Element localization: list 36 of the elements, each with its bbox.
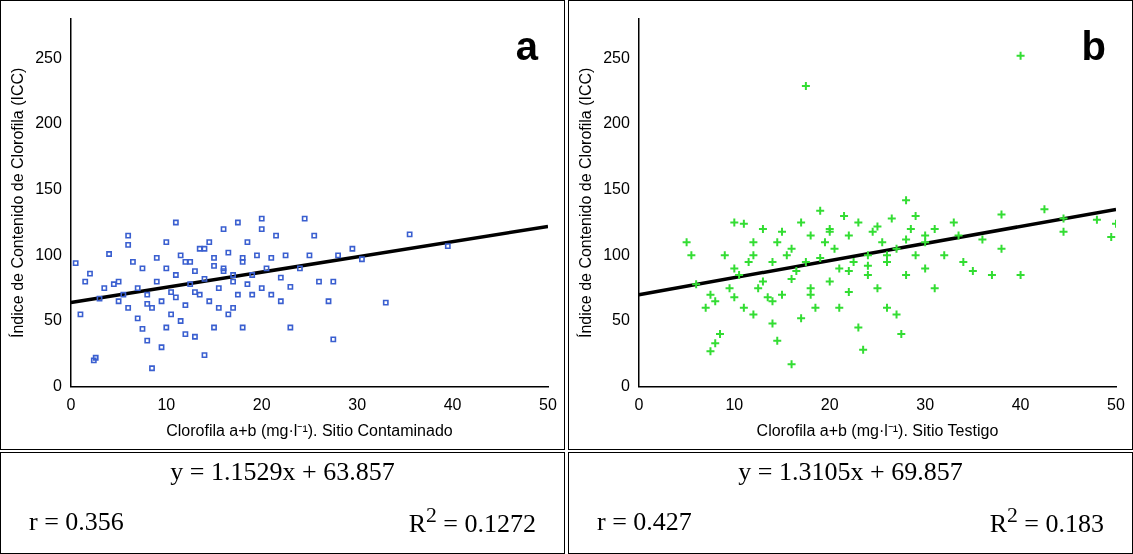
y-tick-label: 100 xyxy=(35,245,62,263)
x-axis-title: Clorofila a+b (mg·l⁻¹). Sitio Contaminado xyxy=(166,421,453,439)
y-tick-label: 50 xyxy=(612,311,630,329)
annotation: b xyxy=(1081,24,1106,69)
text: R$^{2}$ = 0.1272 xyxy=(408,503,536,539)
y-tick-label: 100 xyxy=(603,245,630,263)
y-tick-label: 200 xyxy=(603,114,630,132)
x-tick-label: 30 xyxy=(348,395,367,413)
x-tick-label: 50 xyxy=(539,395,557,413)
y-tick-label: 200 xyxy=(35,114,62,132)
y-tick-label: 0 xyxy=(620,377,630,395)
text: y = 1.1529x + 63.857 xyxy=(169,457,396,487)
x-tick-label: 30 xyxy=(916,395,935,413)
x-tick-label: 0 xyxy=(634,395,644,413)
text: y = 1.3105x + 69.857 xyxy=(737,457,964,487)
y-axis-title: Índice de Contenido de Clorofila (ICC) xyxy=(576,67,595,338)
y-tick-label: 250 xyxy=(35,48,62,66)
x-tick-label: 40 xyxy=(1011,395,1030,413)
text: r = 0.427 xyxy=(597,507,692,537)
y-axis-title: Índice de Contenido de Clorofila (ICC) xyxy=(8,67,27,338)
x-tick-label: 0 xyxy=(66,395,76,413)
text: R$^{2}$ = 0.183 xyxy=(989,503,1104,539)
y-tick-label: 0 xyxy=(52,377,62,395)
x-tick-label: 40 xyxy=(443,395,462,413)
y-tick-label: 250 xyxy=(603,48,630,66)
text: r = 0.356 xyxy=(29,507,124,537)
x-tick-label: 20 xyxy=(820,395,839,413)
x-tick-label: 10 xyxy=(157,395,176,413)
annotation: a xyxy=(515,24,539,69)
x-tick-label: 20 xyxy=(252,395,271,413)
x-axis-title: Clorofila a+b (mg·l⁻¹). Sitio Testigo xyxy=(756,421,999,439)
x-tick-label: 50 xyxy=(1107,395,1125,413)
y-tick-label: 150 xyxy=(35,180,62,198)
y-tick-label: 150 xyxy=(603,180,630,198)
y-tick-label: 50 xyxy=(44,311,62,329)
x-tick-label: 10 xyxy=(725,395,744,413)
